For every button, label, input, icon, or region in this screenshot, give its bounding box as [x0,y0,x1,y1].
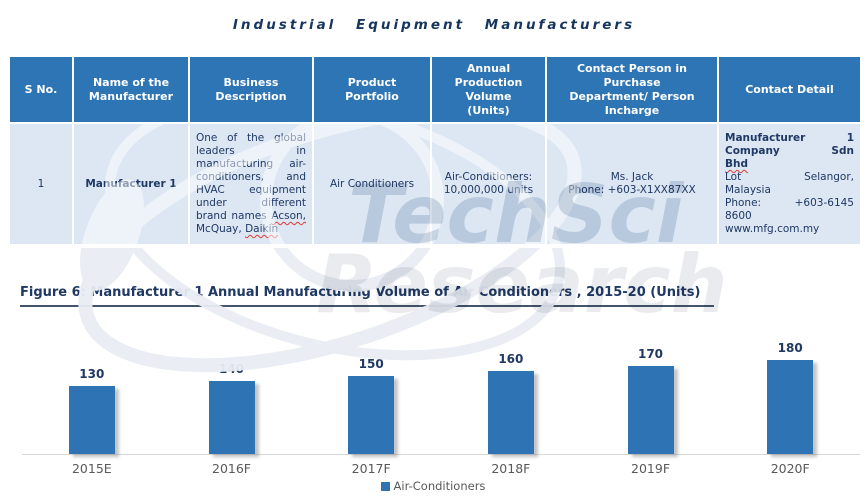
description-brand-mcquay: McQuay, [196,223,246,235]
bar-2019F [627,366,674,454]
manufacturers-table: S No. Name of the Manufacturer Business … [8,55,862,246]
table-header-row: S No. Name of the Manufacturer Business … [8,55,862,124]
bar-chart: 130 140 150 160 170 180 2015E 2016F 2017F 2018F 2… [22,334,860,493]
cell-product-portfolio: Air Conditioners [312,122,432,246]
x-label-2020F: 2020F [770,461,810,476]
caption-underline [20,305,714,307]
contact-address: Lot Selangor, Malaysia Phone: +603-6145 … [725,171,854,235]
description-brand-daikin: Daikin [245,223,279,235]
cell-manufacturer-name: Manufacturer 1 [72,122,190,246]
bar-2017F [348,376,395,454]
table-row: 1 Manufacturer 1 One of the global leade… [8,122,862,246]
header-s-no: S No. [8,55,74,124]
chart-plot: 130 140 150 160 170 180 [22,334,860,455]
x-label-2016F: 2016F [212,461,252,476]
description-text: One of the global leaders in manufacturi… [196,132,306,222]
bar-value-2020F: 180 [777,341,803,355]
legend-swatch-icon [380,481,390,491]
cell-contact-detail: Manufacturer 1 Company Sdn Bhd Lot Selan… [717,122,862,246]
x-label-2015E: 2015E [71,461,112,476]
x-label-2018F: 2018F [491,461,531,476]
bar-value-2016F: 140 [218,362,245,376]
bar-2016F [208,381,255,454]
bar-value-2018F: 160 [498,352,524,366]
cell-contact-person: Ms. Jack Phone: +603-X1XX87XX [545,122,719,246]
description-brand-acson: Acson, [271,210,306,222]
chart-legend: Air-Conditioners [22,479,844,493]
legend-label: Air-Conditioners [393,479,486,493]
bar-value-2017F: 150 [358,357,384,371]
header-annual-production-volume: Annual Production Volume (Units) [430,55,547,124]
cell-annual-production: Air-Conditioners: 10,000,000 units [430,122,547,246]
chart-x-labels: 2015E 2016F 2017F 2018F 2019F 2020F [22,455,860,476]
chart-slot-2019F: 170 [581,334,721,454]
chart-slot-2016F: 140 [162,334,302,454]
company-name-bhd: Bhd [725,158,748,170]
header-manufacturer-name: Name of the Manufacturer [72,55,190,124]
cell-s-no: 1 [8,122,74,246]
chart-slot-2018F: 160 [441,334,581,454]
chart-slot-2015E: 130 [22,334,162,454]
bar-2020F [767,360,814,454]
figure-caption: Figure 6: Manufacturer 1 Annual Manufact… [20,285,701,300]
bar-2015E [68,386,115,454]
header-contact-detail: Contact Detail [717,55,862,124]
x-label-2019F: 2019F [631,461,671,476]
contact-company-name: Manufacturer 1 Company Sdn Bhd [725,132,854,171]
chart-slot-2017F: 150 [301,334,441,454]
header-business-description: Business Description [188,55,314,124]
bar-2018F [487,371,534,454]
header-product-portfolio: Product Portfolio [312,55,432,124]
cell-business-description: One of the global leaders in manufacturi… [188,122,314,246]
header-contact-person: Contact Person in Purchase Department/ P… [545,55,719,124]
bar-value-2019F: 170 [637,347,664,361]
company-name-text: Manufacturer 1 Company Sdn [725,132,854,157]
chart-slot-2020F: 180 [720,334,860,454]
bar-value-2015E: 130 [79,367,105,381]
page-title: Industrial Equipment Manufacturers [232,17,636,33]
x-label-2017F: 2017F [351,461,391,476]
